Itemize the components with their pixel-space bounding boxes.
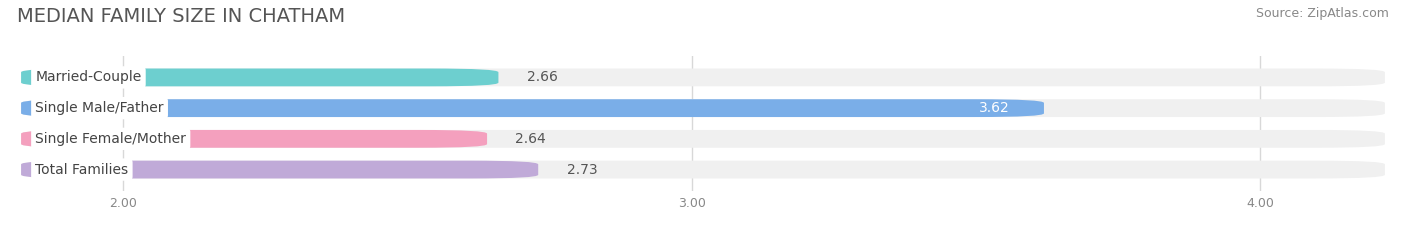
FancyBboxPatch shape — [21, 99, 1045, 117]
Text: 3.62: 3.62 — [979, 101, 1010, 115]
FancyBboxPatch shape — [21, 161, 538, 178]
Text: MEDIAN FAMILY SIZE IN CHATHAM: MEDIAN FAMILY SIZE IN CHATHAM — [17, 7, 344, 26]
FancyBboxPatch shape — [21, 130, 486, 148]
FancyBboxPatch shape — [21, 69, 499, 86]
Text: Single Female/Mother: Single Female/Mother — [35, 132, 186, 146]
FancyBboxPatch shape — [21, 69, 1385, 86]
Text: Total Families: Total Families — [35, 163, 128, 177]
Text: Single Male/Father: Single Male/Father — [35, 101, 163, 115]
Text: Married-Couple: Married-Couple — [35, 70, 142, 84]
Text: Source: ZipAtlas.com: Source: ZipAtlas.com — [1256, 7, 1389, 20]
FancyBboxPatch shape — [21, 99, 1385, 117]
Text: 2.66: 2.66 — [527, 70, 558, 84]
Text: 2.73: 2.73 — [567, 163, 598, 177]
FancyBboxPatch shape — [21, 130, 1385, 148]
Text: 2.64: 2.64 — [516, 132, 546, 146]
FancyBboxPatch shape — [21, 161, 1385, 178]
